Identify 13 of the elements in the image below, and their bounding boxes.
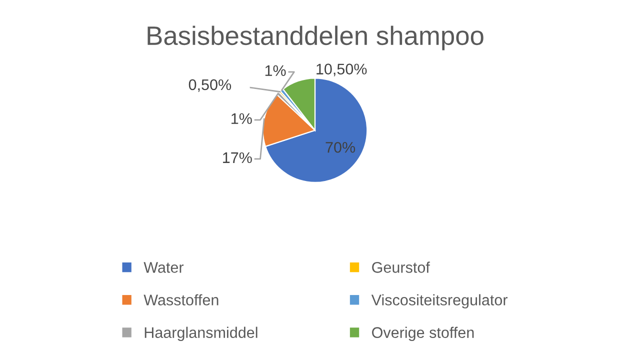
legend-label: Geurstof — [372, 262, 430, 273]
data-label: 1% — [232, 113, 252, 124]
chart-title: Basisbestanddelen shampoo — [148, 26, 484, 50]
legend-label: Haarglansmiddel — [144, 326, 258, 342]
data-label: 10,50% — [316, 64, 367, 76]
legend-label: Wasstoffen — [144, 294, 218, 306]
data-label: 0,50% — [188, 79, 232, 92]
data-label: 1% — [265, 65, 286, 76]
legend-label: Viscositeitsregulator — [371, 294, 508, 308]
legend-label: Overige stoffen — [372, 326, 474, 342]
data-label: 70% — [326, 142, 356, 153]
data-label: 17% — [223, 152, 252, 164]
legend-label: Water — [144, 262, 184, 273]
